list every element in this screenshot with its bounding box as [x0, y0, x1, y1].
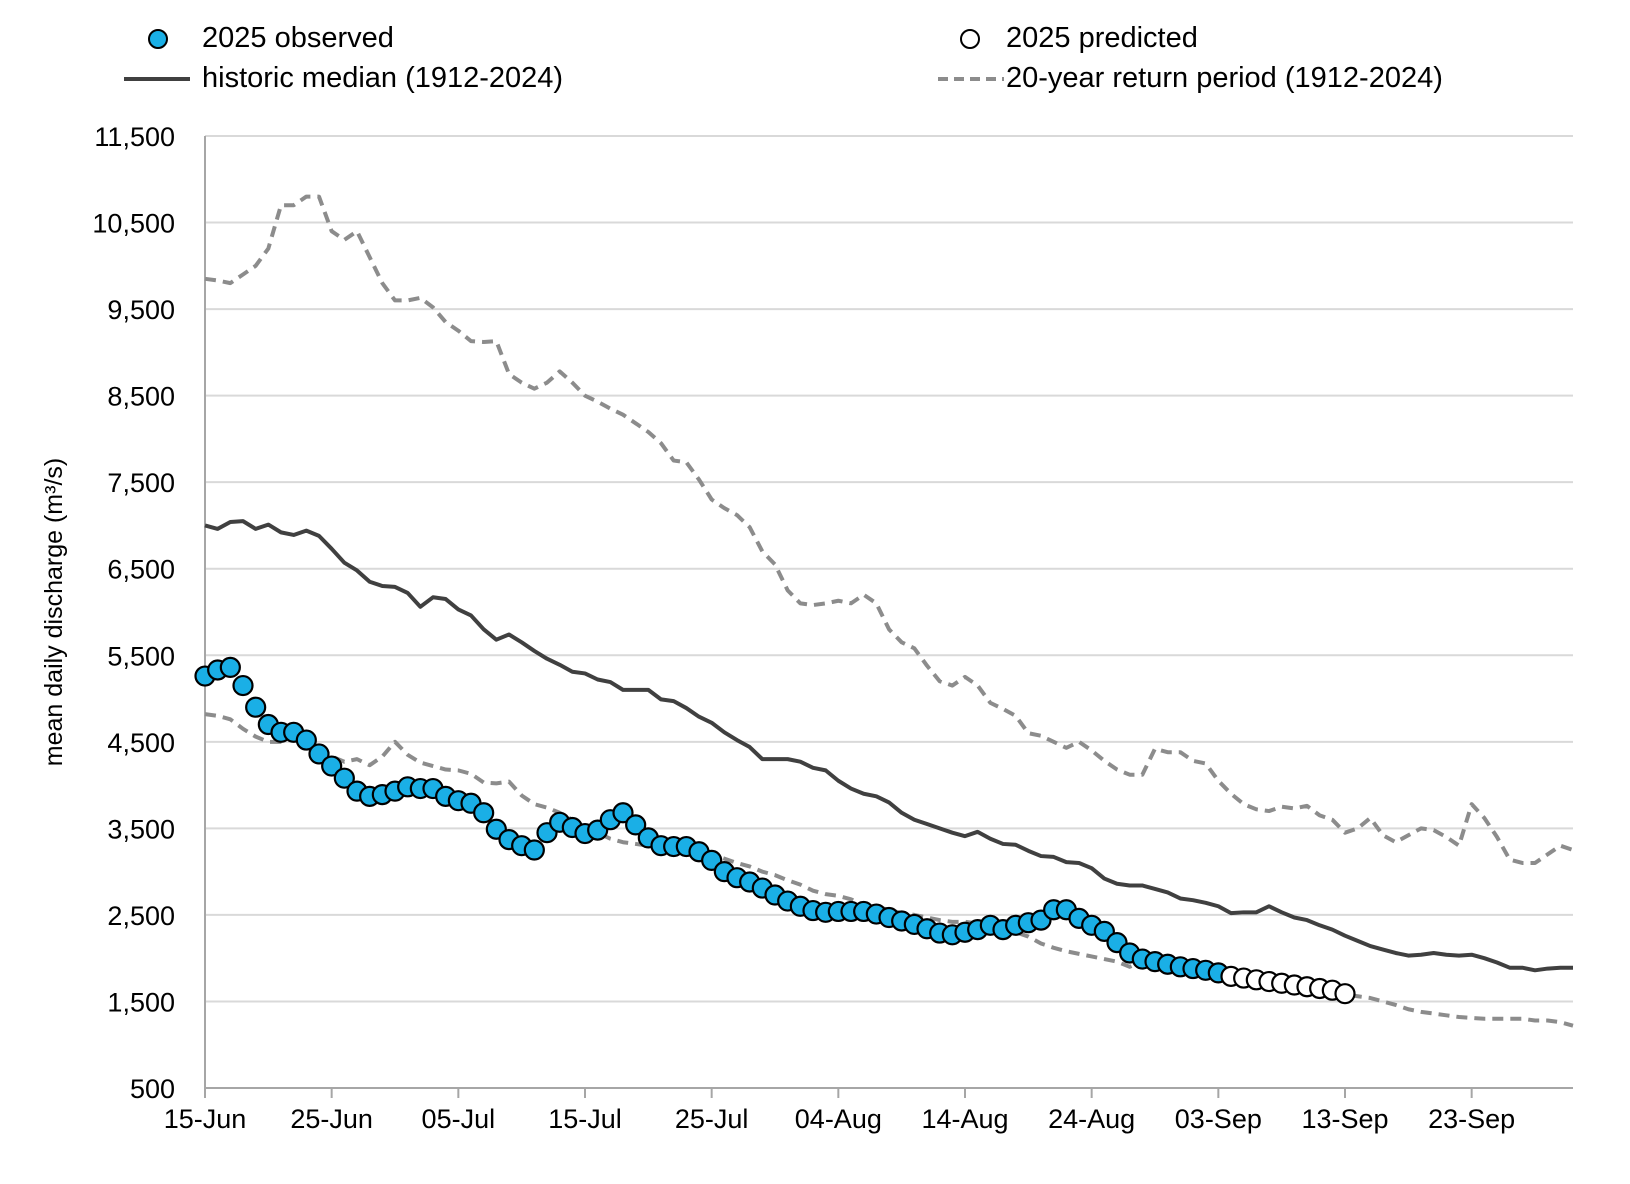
observed-point [473, 802, 495, 824]
y-tick-label: 3,500 [107, 814, 175, 844]
observed-point [219, 656, 241, 678]
legend-label: 2025 observed [202, 22, 394, 54]
y-tick-label: 10,500 [92, 209, 175, 239]
y-tick-label: 2,500 [107, 901, 175, 931]
y-tick-label: 1,500 [107, 987, 175, 1017]
series-lines [204, 194, 1574, 1028]
return-period-line [204, 712, 1574, 1028]
observed-point [612, 802, 634, 824]
median-line [204, 519, 1573, 973]
x-tick-label: 15-Jun [164, 1104, 247, 1134]
filled-circle-icon [148, 28, 168, 49]
y-tick-label: 5,500 [107, 641, 175, 671]
y-axis-label: mean daily discharge (m³/s) [40, 458, 68, 766]
legend-label: historic median (1912-2024) [202, 62, 564, 94]
observed-point [308, 743, 330, 765]
x-tick-label: 13-Sep [1301, 1104, 1388, 1134]
x-tick-label: 25-Jun [290, 1104, 373, 1134]
x-tick-label: 25-Jul [675, 1104, 749, 1134]
gridlines [205, 135, 1573, 1003]
y-tick-label: 500 [130, 1074, 175, 1104]
y-tick-label: 8,500 [107, 382, 175, 412]
observed-point [625, 814, 647, 836]
y-tick-label: 11,500 [94, 122, 175, 152]
x-tick-label: 15-Jul [548, 1104, 622, 1134]
observed-point [295, 729, 317, 751]
predicted-point [1334, 983, 1356, 1005]
y-tick-label: 7,500 [107, 468, 175, 498]
observed-point [333, 767, 355, 789]
return-period-line [204, 194, 1574, 865]
x-tick-label: 05-Jul [422, 1104, 496, 1134]
observed-point [321, 755, 343, 777]
solid-line-icon [124, 76, 190, 81]
legend-median: historic median (1912-2024) [124, 62, 563, 95]
x-tick-label: 03-Sep [1175, 1104, 1262, 1134]
hollow-circle-icon [960, 28, 980, 49]
x-tick-label: 14-Aug [921, 1104, 1008, 1134]
x-tick-label: 23-Sep [1428, 1104, 1515, 1134]
legend-predicted: 2025 predicted [958, 22, 1198, 55]
observed-point [245, 696, 267, 718]
legend-label: 20-year return period (1912-2024) [1006, 62, 1443, 94]
x-tick-label: 04-Aug [795, 1104, 882, 1134]
legend-return-period: 20-year return period (1912-2024) [938, 62, 1443, 95]
x-tick-label: 24-Aug [1048, 1104, 1135, 1134]
dashed-line-icon [938, 76, 1004, 81]
series-markers [194, 656, 1356, 1005]
observed-point [232, 674, 254, 697]
axes: 500 1,500 2,500 3,500 4,500 5,500 6,500 7,500 8,… [92, 122, 1573, 1134]
y-tick-label: 9,500 [107, 295, 175, 325]
y-tick-label: 6,500 [107, 555, 175, 585]
legend-observed: 2025 observed [146, 22, 394, 55]
legend-label: 2025 predicted [1006, 22, 1198, 54]
y-tick-label: 4,500 [107, 728, 175, 758]
observed-point [523, 839, 545, 861]
